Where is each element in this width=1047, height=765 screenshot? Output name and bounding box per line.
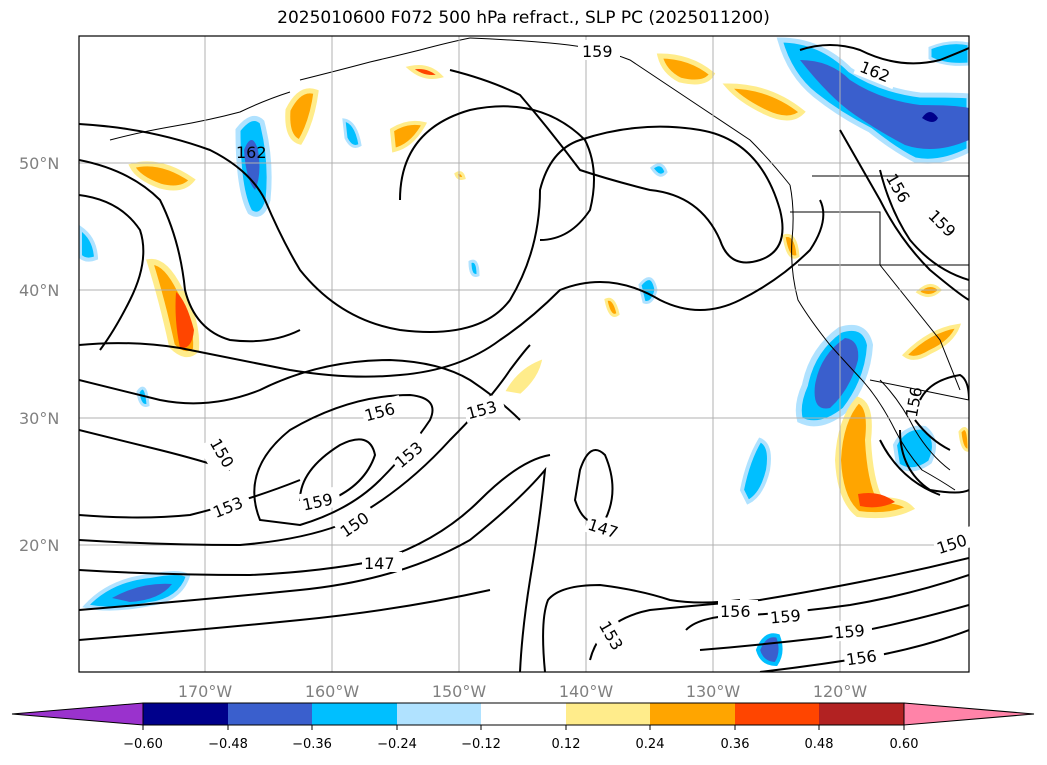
- colorbar-tick-label: 0.12: [552, 737, 581, 752]
- lat-label: 50°N: [19, 154, 59, 173]
- border-us-mexico: [869, 379, 969, 401]
- colorbar-swatch: [650, 703, 735, 725]
- contour-north-1: [79, 69, 784, 333]
- colorbar-tick-label: 0.36: [721, 737, 750, 752]
- lat-label: 30°N: [19, 409, 59, 428]
- lat-label: 20°N: [19, 536, 59, 555]
- contour-label: 159: [582, 42, 613, 61]
- fill-blue-aleutian-core: [244, 140, 260, 190]
- colorbar-tick-label: −0.24: [377, 737, 417, 752]
- longitude-labels: 170°W 160°W 150°W 140°W 130°W 120°W: [178, 682, 868, 701]
- contour-mid-2: [79, 358, 521, 421]
- fill-blue-central: [739, 437, 771, 505]
- colorbar-extend-low: [11, 702, 144, 726]
- fill-blue-sw-core: [112, 583, 172, 602]
- contour-159-b: [685, 574, 969, 631]
- fill-blue-small-3: [468, 259, 480, 277]
- fill-blue-small-1: [342, 118, 362, 148]
- lon-label: 150°W: [432, 682, 487, 701]
- fill-orange-east-edge: [958, 427, 969, 452]
- colorbar-swatch: [566, 703, 650, 725]
- colorbar-swatch: [481, 703, 566, 725]
- fill-blue-nw-pacific: [79, 224, 99, 262]
- fill-orange-gulf-1: [389, 120, 427, 153]
- colorbar-tick-label: −0.48: [208, 737, 248, 752]
- coast-gulf-calif: [879, 379, 951, 471]
- contour-147-c: [573, 449, 614, 524]
- lon-label: 130°W: [686, 682, 741, 701]
- fill-blue-canada-core: [800, 60, 969, 149]
- contour-159-c: [699, 604, 969, 651]
- contour-147-b: [79, 466, 547, 672]
- colorbar-tick-label: −0.60: [123, 737, 163, 752]
- colorbar-tick-label: −0.36: [292, 737, 332, 752]
- contour-153-b: [542, 583, 741, 672]
- fill-orange-gulf-2: [405, 65, 444, 79]
- contour-label: 156: [720, 602, 751, 621]
- lon-label: 170°W: [178, 682, 233, 701]
- fill-yellow-central: [505, 359, 543, 394]
- contour-label: 159: [833, 621, 865, 643]
- anomaly-fills: [79, 37, 969, 667]
- colorbar-swatch: [143, 703, 228, 725]
- colorbar-tick-label: 0.24: [636, 737, 665, 752]
- contour-east-3: [879, 169, 969, 281]
- contour-label: 162: [236, 143, 267, 162]
- contour-gulf-loop: [399, 105, 595, 241]
- lon-label: 140°W: [559, 682, 614, 701]
- fill-orange-bc: [656, 53, 716, 85]
- contour-east-1: [799, 44, 969, 65]
- colorbar-tick-label: 0.48: [805, 737, 834, 752]
- fill-yellow-small: [454, 171, 466, 180]
- contour-156-loop: [253, 393, 434, 527]
- fill-red-west: [175, 292, 194, 349]
- fill-orange-bc-2: [722, 83, 806, 121]
- fill-blue-small-4: [649, 163, 668, 177]
- contour-153-a: [79, 479, 301, 519]
- fill-orange-pacific: [604, 297, 620, 317]
- colorbar: −0.60 −0.48 −0.36 −0.24 −0.12 0.12 0.24 …: [11, 702, 1035, 752]
- contour-156-b: [589, 557, 969, 661]
- contour-north-2: [79, 159, 301, 343]
- colorbar-swatch: [312, 703, 397, 725]
- contour-mid-1: [79, 199, 825, 378]
- colorbar-frame: [142, 702, 905, 726]
- map-title: 2025010600 F072 500 hPa refract., SLP PC…: [277, 8, 770, 28]
- fill-orange-nw-us: [782, 233, 800, 259]
- lon-label: 120°W: [813, 682, 868, 701]
- contour-east-4: [879, 439, 941, 496]
- lon-label: 160°W: [305, 682, 360, 701]
- coast-alaska-gulf: [469, 37, 791, 186]
- fill-navy-canada: [922, 112, 938, 122]
- contour-label: 147: [364, 554, 395, 573]
- colorbar-extend-high: [903, 702, 1035, 726]
- colorbar-swatch: [735, 703, 819, 725]
- fill-orange-sw-us: [901, 323, 962, 360]
- contour-159-loop: [298, 438, 377, 501]
- colorbar-tick-label: 0.60: [890, 737, 919, 752]
- map-border: [78, 35, 970, 673]
- graticule: [79, 36, 969, 672]
- latitude-labels: 50°N 40°N 30°N 20°N: [19, 154, 59, 555]
- colorbar-swatch: [819, 703, 904, 725]
- colorbar-swatch: [397, 703, 481, 725]
- contour-150-east: [79, 589, 491, 641]
- contour-label: 156: [845, 646, 878, 669]
- lat-label: 40°N: [19, 281, 59, 300]
- contour-west-1: [79, 194, 145, 351]
- fill-orange-northwest: [128, 161, 196, 191]
- colorbar-swatch: [228, 703, 312, 725]
- coast-baja: [861, 379, 956, 491]
- fill-orange-aleut: [285, 88, 319, 145]
- contour-label: 159: [769, 606, 801, 628]
- fill-red-baja: [858, 493, 895, 508]
- colorbar-tick-label: −0.12: [461, 737, 501, 752]
- contour-east-2: [839, 129, 969, 301]
- coast-alaska-peninsula: [299, 37, 471, 81]
- fill-blue-baja-core: [814, 338, 859, 409]
